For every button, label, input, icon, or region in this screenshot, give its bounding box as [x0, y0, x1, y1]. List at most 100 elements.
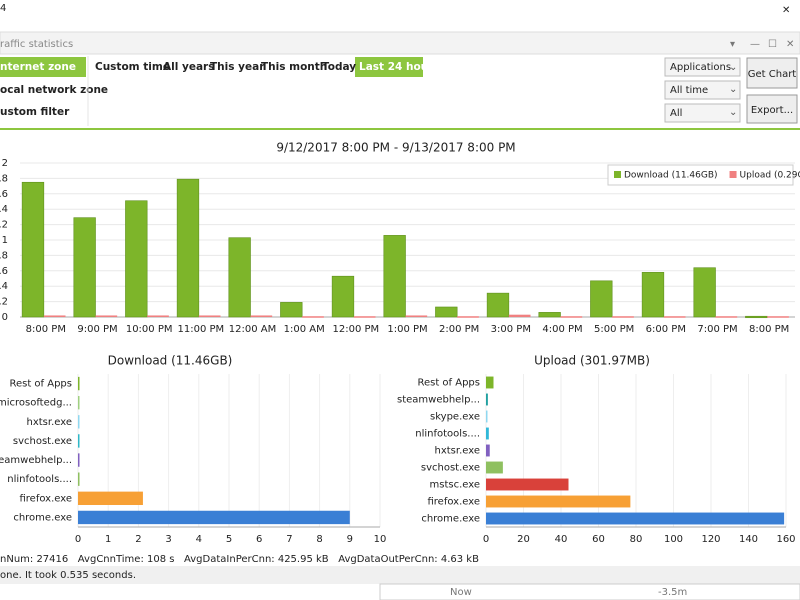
button[interactable]	[746, 57, 798, 89]
bar	[486, 512, 785, 525]
bar	[147, 315, 169, 317]
x-tick-label: 2	[135, 534, 141, 545]
x-tick-label: 12:00 PM	[333, 324, 380, 335]
time-button[interactable]: Custom time	[95, 61, 170, 73]
panel-title: raffic statistics	[0, 39, 73, 50]
x-tick-label: 4	[196, 534, 202, 545]
time-button[interactable]: Today	[322, 61, 356, 73]
zone-item[interactable]: nternet zone	[0, 61, 76, 73]
y-tick-label: .6	[0, 266, 8, 277]
maximize-icon[interactable]: ☐	[768, 39, 777, 50]
legend-label: Upload (0.29GB)	[740, 171, 800, 181]
bar	[715, 316, 738, 318]
outer-title: 4	[0, 3, 6, 14]
x-tick-label: 10:00 PM	[126, 324, 173, 335]
y-tick-label: .6	[0, 189, 8, 200]
x-tick-label: 8:00 PM	[26, 324, 66, 335]
bar	[538, 312, 561, 318]
bar	[486, 376, 494, 389]
bar	[405, 315, 428, 317]
bar	[198, 315, 221, 317]
chart-title: Download (11.46GB)	[108, 354, 233, 368]
bar	[745, 315, 768, 319]
x-tick-label: 0	[483, 534, 489, 545]
x-tick-label: 120	[701, 534, 720, 545]
time-button[interactable]: All years	[163, 61, 214, 73]
close-panel-icon[interactable]: ✕	[786, 39, 794, 50]
x-tick-label: 10	[374, 534, 387, 545]
y-tick-label: hxtsr.exe	[27, 417, 73, 428]
x-tick-label: 6:00 PM	[646, 324, 686, 335]
time-button[interactable]: Last 24 hours	[359, 61, 440, 73]
bar	[486, 410, 488, 423]
close-icon[interactable]: ✕	[782, 5, 790, 16]
x-tick-label: 8	[316, 534, 322, 545]
time-selected[interactable]	[355, 57, 423, 77]
background-text: Now	[450, 587, 472, 598]
x-tick-label: 80	[630, 534, 643, 545]
dropdown-arrow: ⌄	[729, 62, 737, 73]
x-tick-label: 140	[739, 534, 758, 545]
y-tick-label: firefox.exe	[427, 497, 480, 508]
x-tick-label: 11:00 PM	[178, 324, 225, 335]
status-bar	[0, 566, 800, 584]
button[interactable]	[746, 94, 798, 124]
bar	[486, 461, 503, 474]
y-tick-label: steamwebhelp...	[397, 395, 480, 406]
y-tick-label: nlinfotools....	[415, 429, 480, 440]
bar	[508, 314, 531, 317]
bar	[78, 415, 80, 429]
x-tick-label: 3:00 PM	[491, 324, 531, 335]
y-tick-label: chrome.exe	[421, 514, 480, 525]
y-tick-label: 1	[2, 235, 8, 246]
bar	[331, 275, 355, 318]
bar	[95, 315, 118, 317]
x-tick-label: 1:00 AM	[284, 324, 325, 335]
x-tick-label: 7	[286, 534, 292, 545]
y-tick-label: svchost.exe	[421, 463, 480, 474]
stats-line: nNum: 27416 AvgCnnTime: 108 s AvgDataInP…	[0, 554, 479, 565]
x-tick-label: 1	[105, 534, 111, 545]
bar	[78, 434, 80, 448]
bar	[43, 315, 66, 317]
legend-swatch	[614, 171, 621, 178]
x-tick-label: 5:00 PM	[594, 324, 634, 335]
y-tick-label: .4	[0, 204, 8, 215]
bar	[280, 302, 303, 318]
dropdown-label[interactable]: Applications	[670, 62, 731, 73]
x-tick-label: 4:00 PM	[542, 324, 582, 335]
bar	[250, 315, 273, 317]
minimize-icon[interactable]: —	[750, 39, 760, 50]
y-tick-label: microsoftedg...	[0, 398, 72, 409]
dropdown[interactable]	[664, 80, 741, 100]
dropdown[interactable]	[664, 57, 741, 77]
bar	[78, 510, 350, 525]
x-tick-label: 9	[347, 534, 353, 545]
button-label[interactable]: Export...	[751, 105, 793, 116]
time-button[interactable]: This month	[261, 61, 327, 73]
panel-titlebar	[0, 31, 800, 55]
y-tick-label: Rest of Apps	[417, 378, 480, 389]
zone-selected[interactable]	[0, 57, 86, 77]
y-tick-label: steamwebhelp...	[0, 455, 72, 466]
zone-item[interactable]: ocal network zone	[0, 84, 108, 96]
zone-item[interactable]: ustom filter	[0, 106, 70, 118]
bar	[641, 272, 665, 318]
bar	[228, 237, 251, 318]
button-label[interactable]: Get Chart	[748, 69, 797, 80]
bar	[612, 316, 634, 318]
dropdown-label[interactable]: All time	[670, 85, 708, 96]
dropdown-label[interactable]: All	[670, 108, 682, 119]
dropdown[interactable]	[664, 103, 741, 123]
menu-icon[interactable]: ▾	[730, 39, 735, 50]
x-tick-label: 1:00 PM	[387, 324, 427, 335]
chart-title: 9/12/2017 8:00 PM - 9/13/2017 8:00 PM	[276, 141, 515, 155]
bar	[78, 376, 80, 391]
chart-title: Upload (301.97MB)	[534, 354, 650, 368]
bar	[78, 472, 80, 486]
time-button[interactable]: This year	[210, 61, 265, 73]
x-tick-label: 2:00 PM	[439, 324, 479, 335]
x-tick-label: 40	[555, 534, 568, 545]
